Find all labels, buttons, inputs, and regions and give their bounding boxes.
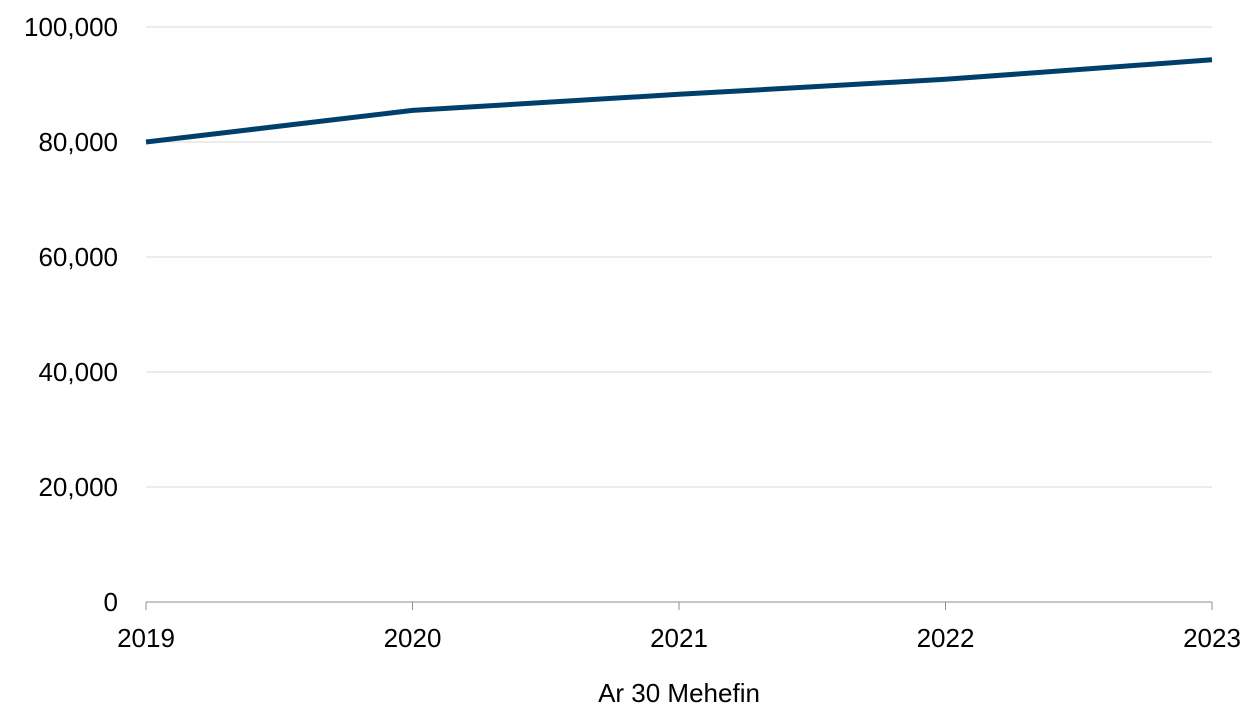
x-axis-tick-labels: 2019 2020 2021 2022 2023: [117, 623, 1241, 653]
series-line: [145, 57, 1213, 145]
y-tick-label: 80,000: [38, 127, 118, 157]
x-axis-title: Ar 30 Mehefin: [598, 678, 760, 708]
y-tick-label: 20,000: [38, 472, 118, 502]
x-tick-label: 2019: [117, 623, 175, 653]
y-axis-tick-labels: 0 20,000 40,000 60,000 80,000 100,000: [24, 12, 118, 617]
gridlines: [146, 26, 1212, 488]
x-tick-label: 2020: [384, 623, 442, 653]
x-tick-label: 2022: [917, 623, 975, 653]
y-tick-label: 60,000: [38, 242, 118, 272]
y-tick-label: 100,000: [24, 12, 118, 42]
x-axis: [145, 601, 1213, 610]
series-layer: [145, 57, 1213, 145]
x-tick-label: 2021: [650, 623, 708, 653]
y-tick-label: 0: [104, 587, 118, 617]
y-tick-label: 40,000: [38, 357, 118, 387]
x-tick-label: 2023: [1183, 623, 1241, 653]
